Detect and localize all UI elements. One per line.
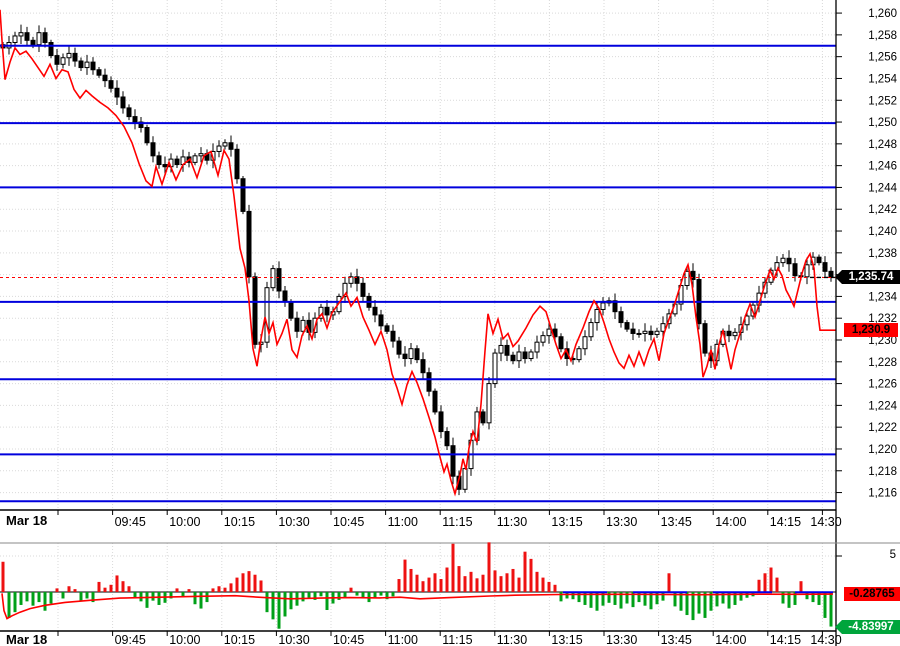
indicator-signal-tag: -0.28765 [844, 587, 900, 601]
tag-arrow-icon [835, 270, 842, 284]
time-tick-label: 14:00 [715, 633, 746, 646]
price-tick-label: 1,234 [868, 291, 897, 303]
price-tick-label: 1,238 [868, 248, 897, 260]
price-tick-label: 1,250 [868, 117, 897, 129]
price-tick-label: 1,222 [868, 422, 897, 434]
time-tick-label: 10:30 [278, 515, 309, 529]
time-tick-label: 09:45 [115, 633, 146, 646]
date-label-main: Mar 18 [6, 513, 48, 528]
price-tick-label: 1,254 [868, 73, 897, 85]
time-tick-label: 11:15 [442, 515, 472, 529]
price-tick-label: 1,224 [868, 400, 897, 412]
price-tick-label: 1,228 [868, 357, 897, 369]
price-tick-label: 1,240 [868, 226, 897, 238]
date-label-indicator: Mar 18 [6, 632, 48, 646]
tag-arrow-icon [835, 620, 842, 634]
time-tick-label: 11:00 [388, 633, 418, 646]
price-tick-label: 1,230 [868, 335, 897, 347]
time-tick-label: 13:15 [551, 633, 582, 646]
last-price-tag: 1,235.74 [835, 270, 900, 284]
price-tick-label: 1,226 [868, 379, 897, 391]
price-tick-label: 1,216 [868, 488, 897, 500]
gridlines [0, 0, 836, 631]
price-tick-label: 1,232 [868, 313, 897, 325]
time-tick-label: 10:45 [333, 633, 364, 646]
last-price-value: 1,235.74 [848, 271, 894, 283]
blue-level-lines [0, 44, 836, 503]
price-tick-label: 1,252 [868, 95, 897, 107]
time-tick-label: 14:00 [715, 515, 746, 529]
time-tick-label: 13:30 [606, 515, 637, 529]
time-tick-label: 11:15 [442, 633, 472, 646]
indicator-scale-label: 5 [889, 549, 896, 561]
time-tick-label: 14:15 [770, 515, 801, 529]
time-tick-label: 10:00 [169, 515, 200, 529]
time-tick-label: 14:15 [770, 633, 801, 646]
time-tick-label: 10:15 [224, 633, 255, 646]
time-tick-label: 10:45 [333, 515, 364, 529]
price-tick-label: 1,244 [868, 182, 897, 194]
red-series-price-tag: 1,230.9 [844, 323, 898, 337]
red-line-series [0, 9, 836, 497]
indicator-signal-value: -0.28765 [849, 588, 895, 600]
indicator-histogram-value: -4.83997 [848, 621, 894, 633]
time-tick-label: 11:00 [388, 515, 418, 529]
time-tick-label: 10:30 [278, 633, 309, 646]
price-tick-label: 1,256 [868, 52, 897, 64]
price-tick-label: 1,248 [868, 139, 897, 151]
price-tick-label: 1,220 [868, 444, 897, 456]
time-tick-label: 11:30 [497, 633, 527, 646]
signal-line-series [1, 593, 834, 620]
histogram-series [1, 542, 833, 629]
price-tick-label: 1,258 [868, 30, 897, 42]
price-tick-label: 1,218 [868, 466, 897, 478]
indicator-histogram-tag: -4.83997 [835, 620, 900, 634]
time-tick-label: 10:15 [224, 515, 255, 529]
price-tick-label: 1,260 [868, 8, 897, 20]
time-tick-label: 13:15 [551, 515, 582, 529]
price-tick-label: 1,242 [868, 204, 897, 216]
time-tick-label: 09:45 [115, 515, 146, 529]
time-tick-label: 10:00 [169, 633, 200, 646]
time-tick-label: 11:30 [497, 515, 527, 529]
candlestick-series [0, 24, 834, 496]
price-tick-label: 1,246 [868, 161, 897, 173]
time-tick-label: 13:30 [606, 633, 637, 646]
time-tick-label: 14:30 [810, 633, 841, 646]
time-tick-label: 13:45 [661, 515, 692, 529]
time-tick-label: 14:30 [810, 515, 841, 529]
time-tick-label: 13:45 [661, 633, 692, 646]
red-series-price-value: 1,230.9 [851, 324, 891, 336]
